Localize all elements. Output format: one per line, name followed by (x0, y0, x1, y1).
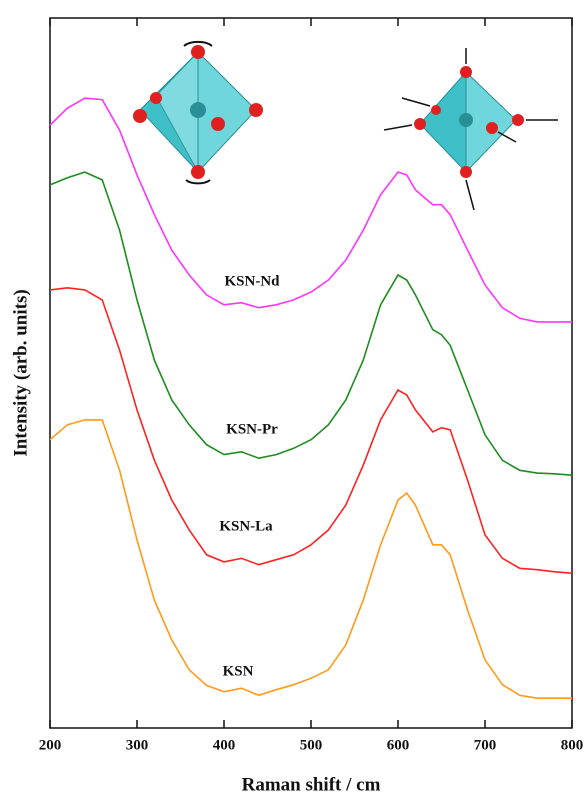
y-axis-title: Intensity (arb. units) (10, 289, 31, 456)
curve-label: KSN (223, 663, 254, 679)
x-tick-label: 500 (300, 737, 323, 753)
spectrum-line (49, 97, 572, 323)
x-tick-label: 800 (561, 737, 584, 753)
x-axis-title: Raman shift / cm (242, 774, 381, 795)
curve-label: KSN-Pr (226, 421, 278, 437)
x-tick-label: 300 (126, 737, 149, 753)
spectrum-line (49, 171, 573, 476)
curve-label: KSN-La (219, 518, 273, 534)
x-tick-label: 400 (213, 737, 236, 753)
x-tick-label: 700 (474, 737, 497, 753)
octahedron-illustration (133, 40, 263, 185)
spectrum-line (49, 419, 572, 699)
x-tick-label: 600 (387, 737, 410, 753)
spectrum-line (49, 286, 573, 574)
x-tick-label: 200 (39, 737, 62, 753)
octahedron-illustration (383, 48, 558, 211)
curve-label: KSN-Nd (224, 273, 280, 289)
